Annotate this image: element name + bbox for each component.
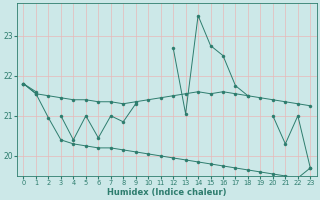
X-axis label: Humidex (Indice chaleur): Humidex (Indice chaleur)	[107, 188, 227, 197]
